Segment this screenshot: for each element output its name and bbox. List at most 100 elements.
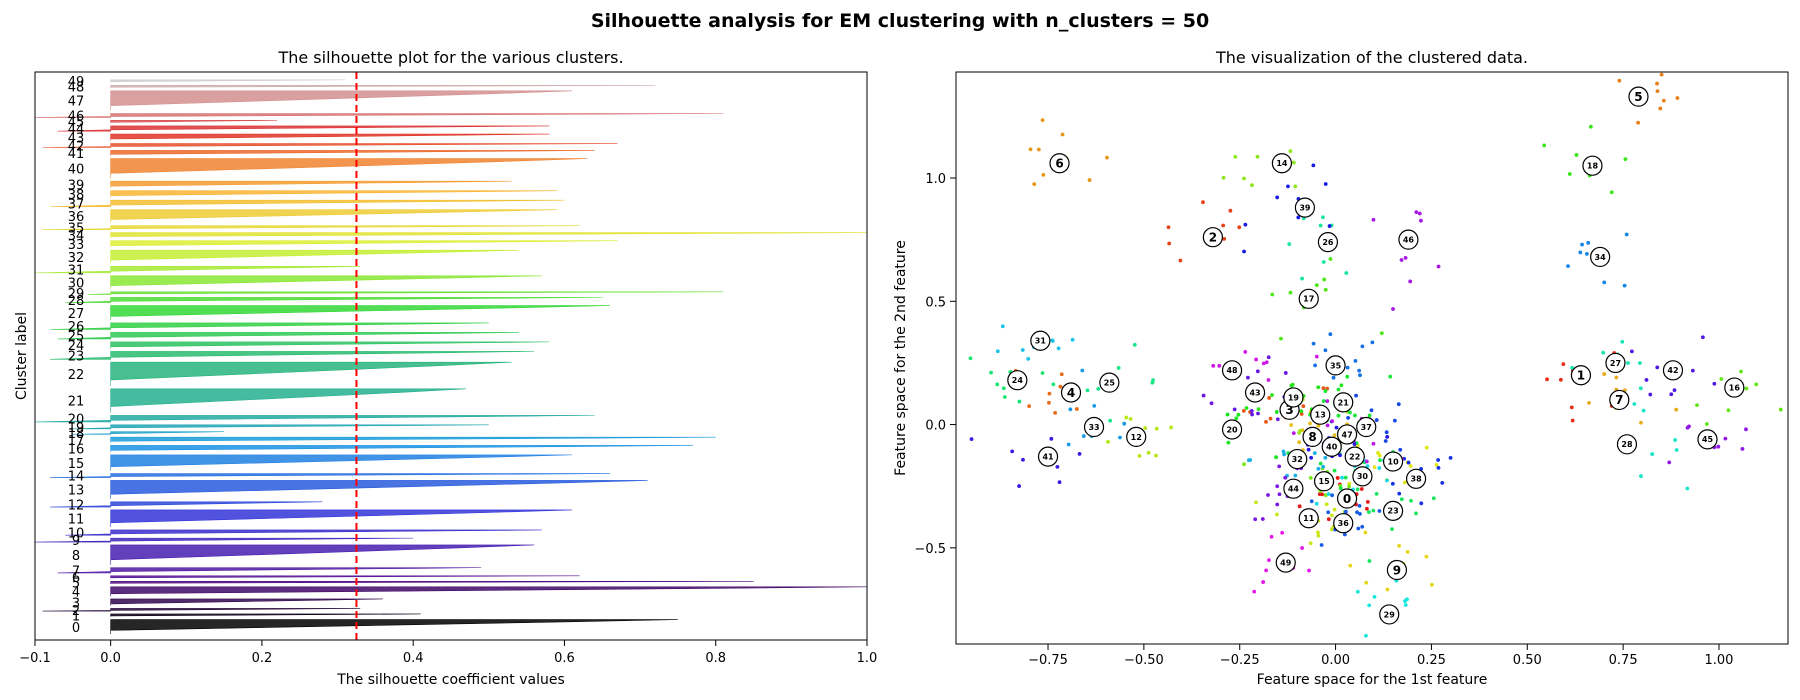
- scatter-point: [1364, 580, 1369, 585]
- cluster-center-29: 29: [1379, 604, 1400, 625]
- scatter-point: [1020, 348, 1025, 352]
- center-label: 46: [1403, 236, 1415, 245]
- cluster-label: 10: [68, 527, 85, 542]
- scatter-point: [1040, 371, 1045, 375]
- scatter-point: [1260, 517, 1265, 521]
- scatter-point: [1417, 211, 1422, 216]
- scatter-point: [1055, 464, 1060, 469]
- scatter-point: [1405, 549, 1410, 554]
- scatter-point: [1308, 475, 1313, 480]
- scatter-point: [1243, 350, 1248, 354]
- scatter-point: [1406, 460, 1411, 465]
- cluster-center-13: 13: [1310, 404, 1331, 425]
- center-label: 22: [1349, 453, 1360, 462]
- silhouette-cluster-10: [65, 529, 542, 536]
- cluster-center-26: 26: [1317, 232, 1339, 253]
- center-label: 15: [1319, 477, 1331, 486]
- center-marker: [1344, 446, 1365, 467]
- scatter-point: [1712, 381, 1717, 386]
- cluster-center-47: 47: [1336, 424, 1358, 445]
- scatter-point: [1036, 147, 1041, 152]
- scatter-point: [989, 370, 993, 375]
- cluster-label: 18: [68, 427, 85, 442]
- scatter-point: [1242, 176, 1246, 181]
- silhouette-cluster-36: [110, 209, 557, 223]
- scatter-points: [968, 72, 1783, 638]
- scatter-point: [1049, 436, 1054, 441]
- scatter-point: [1166, 225, 1171, 230]
- scatter-point: [1244, 406, 1249, 410]
- scatter-point: [1323, 348, 1328, 353]
- cluster-label: 3: [72, 596, 80, 611]
- cluster-labels: 0123456789101112131415161718192021222324…: [68, 75, 85, 636]
- scatter-point: [1338, 453, 1342, 458]
- scatter-point: [1243, 222, 1248, 227]
- scatter-point: [1334, 425, 1339, 430]
- silhouette-cluster-24: [110, 341, 550, 349]
- scatter-point: [1021, 457, 1025, 462]
- scatter-point: [1716, 444, 1721, 449]
- scatter-point: [1367, 603, 1372, 608]
- figure-title: Silhouette analysis for EM clustering wi…: [590, 10, 1210, 32]
- scatter-point: [1347, 484, 1351, 489]
- cluster-center-18: 18: [1582, 155, 1603, 176]
- scatter-point: [1056, 346, 1061, 351]
- cluster-center-12: 12: [1126, 426, 1147, 447]
- center-label: 14: [1276, 159, 1288, 168]
- scatter-point: [1275, 195, 1280, 200]
- silhouette-cluster-14: [50, 473, 610, 478]
- x-tick-label: −0.1: [19, 651, 51, 666]
- scatter-point: [1384, 430, 1389, 435]
- scatter-point: [1128, 417, 1133, 421]
- scatter-point: [1356, 526, 1361, 531]
- cluster-label: 2: [72, 604, 80, 619]
- scatter-point: [1448, 455, 1453, 460]
- scatter-point: [1255, 154, 1260, 159]
- scatter-point: [1353, 359, 1358, 363]
- cluster-center-49: 49: [1275, 552, 1296, 573]
- scatter-point: [1355, 510, 1359, 515]
- scatter-point: [1241, 408, 1246, 413]
- scatter-point: [1650, 452, 1655, 456]
- scatter-point: [1357, 368, 1362, 373]
- scatter-point: [1268, 416, 1273, 421]
- silhouette-y-label: Cluster label: [14, 312, 30, 400]
- scatter-point: [1053, 411, 1058, 415]
- scatter-point: [1105, 155, 1109, 160]
- scatter-point: [1309, 499, 1314, 504]
- center-label: 23: [1388, 507, 1399, 516]
- scatter-point: [1143, 426, 1148, 431]
- scatter-point: [1429, 582, 1434, 587]
- scatter-y-label: Feature space for the 2nd feature: [893, 240, 909, 476]
- scatter-point: [1436, 458, 1441, 462]
- scatter-point: [1409, 498, 1413, 503]
- scatter-point: [1330, 513, 1334, 518]
- scatter-point: [1317, 492, 1322, 497]
- silhouette-plot-frame: [34, 71, 868, 641]
- silhouette-cluster-1: [110, 613, 421, 617]
- cluster-label: 6: [72, 571, 80, 586]
- x-tick-label: 0.8: [705, 651, 726, 666]
- center-label: 7: [1615, 393, 1623, 407]
- scatter-point: [1222, 236, 1227, 241]
- scatter-point: [1234, 416, 1239, 421]
- silhouette-cluster-17: [110, 436, 716, 443]
- scatter-point: [1256, 411, 1260, 416]
- scatter-point: [1397, 543, 1402, 548]
- center-marker: [1060, 382, 1082, 403]
- scatter-point: [1638, 386, 1643, 391]
- silhouette-cluster-28: [65, 297, 603, 303]
- x-tick-label: −0.75: [1028, 653, 1068, 668]
- silhouette-cluster-8: [110, 544, 535, 565]
- scatter-point: [1326, 492, 1331, 496]
- silhouette-cluster-40: [110, 158, 588, 179]
- scatter-point: [1365, 464, 1370, 469]
- scatter-x-label: Feature space for the 1st feature: [1257, 672, 1488, 688]
- center-marker: [1298, 508, 1319, 529]
- silhouette-cluster-23: [50, 351, 535, 360]
- scatter-point: [1744, 386, 1749, 391]
- scatter-point: [1027, 404, 1032, 409]
- scatter-point: [1289, 383, 1294, 388]
- scatter-point: [1359, 487, 1364, 491]
- scatter-point: [1250, 183, 1254, 188]
